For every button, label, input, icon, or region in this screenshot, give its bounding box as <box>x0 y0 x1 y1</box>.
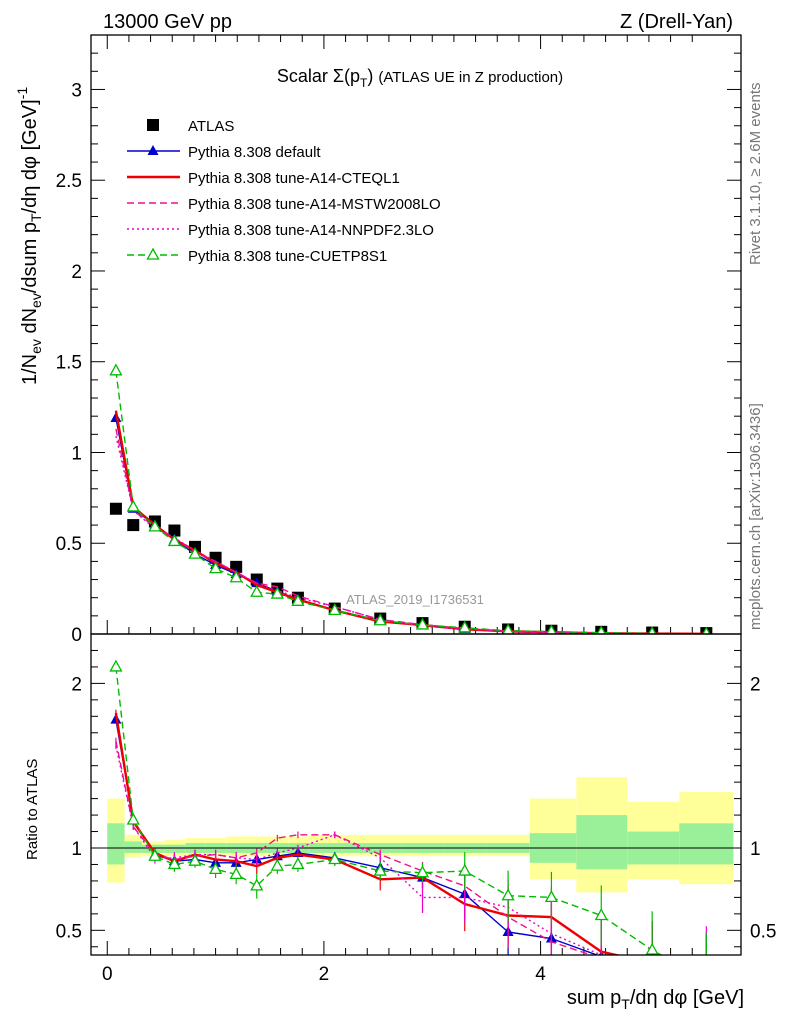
series-marker <box>502 623 514 634</box>
legend: ATLAS Pythia 8.308 default Pythia 8.308 tu… <box>127 118 441 265</box>
y-tick-label: 1 <box>71 839 82 860</box>
series-marker <box>229 570 243 583</box>
ratio-series-marker <box>501 888 515 901</box>
y-tick-label: 0.5 <box>56 921 82 942</box>
ratio-series-marker <box>208 862 223 875</box>
legend-label: Pythia 8.308 tune-CUETP8S1 <box>188 248 387 265</box>
series-marker <box>188 546 202 559</box>
band-green <box>164 844 186 853</box>
ratio-series-marker <box>270 858 284 871</box>
series-marker <box>647 626 657 634</box>
y-tick-label: 1.5 <box>56 353 82 374</box>
ratio-series-marker <box>647 957 658 967</box>
band-green <box>124 841 142 853</box>
plot-title: Scalar Σ(pT) (ATLAS UE in Z production) <box>277 66 563 90</box>
ratio-series-marker <box>328 852 342 865</box>
legend-label: Pythia 8.308 tune-A14-MSTW2008LO <box>188 196 441 213</box>
ratio-series-marker <box>109 659 123 672</box>
ratio-series-marker <box>167 857 182 870</box>
ratio-series-marker <box>415 865 430 878</box>
data-point <box>127 519 140 532</box>
ratio-series-marker <box>701 974 712 984</box>
watermark-analysis-id: ATLAS_2019_I1736531 <box>346 592 484 607</box>
y-axis-label-main: 1/Nev dNev/dsum pT/dη dφ [GeV]-1 <box>14 87 44 385</box>
y-tick-label-right: 2 <box>750 674 761 695</box>
data-point <box>109 502 122 515</box>
series-marker <box>250 584 264 597</box>
y-tick-label-right: 1 <box>750 839 761 860</box>
series-marker <box>328 603 342 616</box>
mcplots-reference-label: mcplots.cern.ch [arXiv:1306.3436] <box>747 403 764 630</box>
series-marker <box>148 519 162 532</box>
y-tick-label: 2.5 <box>56 171 82 192</box>
series-marker <box>458 620 472 633</box>
ratio-panel-axes: 0.5 0.5 1 1 2 2 0 2 4 <box>56 649 776 985</box>
series-marker <box>546 624 557 634</box>
x-tick-label: 4 <box>535 964 546 985</box>
legend-label: Pythia 8.308 default <box>188 144 321 161</box>
ratio-panel-frame <box>90 633 742 956</box>
band-green <box>679 823 734 865</box>
band-green <box>107 823 125 865</box>
ratio-series-marker <box>126 812 140 825</box>
series-marker <box>291 593 305 606</box>
series-marker <box>167 534 182 547</box>
ratio-series-marker <box>458 863 472 876</box>
ratio-panel: 0.5 0.5 1 1 2 2 0 2 4 Ratio to ATLAS sum pT/dη d… <box>24 633 776 1012</box>
x-tick-label: 0 <box>102 964 113 985</box>
main-panel: 0 0.5 1 1.5 2 2.5 3 ATLAS_2019_I1736531 Scalar… <box>14 34 742 646</box>
data-point <box>168 524 181 537</box>
ratio-panel-series <box>109 659 712 984</box>
ratio-series-marker <box>544 890 559 903</box>
ratio-series-marker <box>645 942 659 955</box>
y-tick-label: 2 <box>71 262 82 283</box>
series-marker <box>109 363 123 376</box>
y-axis-label-ratio: Ratio to ATLAS <box>24 759 41 860</box>
header-energy-label: 13000 GeV pp <box>103 11 232 33</box>
series-marker <box>415 617 430 630</box>
y-tick-label: 0 <box>71 625 82 646</box>
legend-label: ATLAS <box>188 118 234 135</box>
header-process-label: Z (Drell-Yan) <box>620 11 733 33</box>
band-green <box>576 815 628 870</box>
main-panel-series <box>109 363 713 634</box>
ratio-series-marker <box>188 853 202 866</box>
series-marker <box>126 499 140 512</box>
y-tick-label: 1 <box>71 443 82 464</box>
y-tick-label: 0.5 <box>56 534 82 555</box>
legend-marker <box>147 145 159 155</box>
rivet-version-label: Rivet 3.1.10, ≥ 2.6M events <box>747 83 764 266</box>
x-tick-label: 2 <box>319 964 330 985</box>
ratio-series-marker <box>229 866 243 879</box>
ratio-series-marker <box>594 908 608 921</box>
legend-label: Pythia 8.308 tune-A14-NNPDF2.3LO <box>188 222 434 239</box>
legend-label: Pythia 8.308 tune-A14-CTEQL1 <box>188 170 400 187</box>
series-marker <box>208 561 223 574</box>
ratio-series-marker <box>701 974 712 984</box>
legend-marker <box>147 119 159 131</box>
legend-marker <box>146 247 160 260</box>
ratio-series-marker <box>148 848 162 861</box>
ratio-series-marker <box>373 863 387 876</box>
y-tick-label: 3 <box>71 80 82 101</box>
series-marker <box>270 586 284 599</box>
series-marker <box>596 625 606 634</box>
y-tick-label: 2 <box>71 674 82 695</box>
ratio-series-marker <box>250 878 264 891</box>
ratio-series-marker <box>291 857 305 870</box>
series-marker <box>373 613 387 626</box>
y-tick-label-right: 0.5 <box>750 921 776 942</box>
x-axis-label: sum pT/dη dφ [GeV] <box>567 987 744 1012</box>
series-marker <box>702 626 711 634</box>
